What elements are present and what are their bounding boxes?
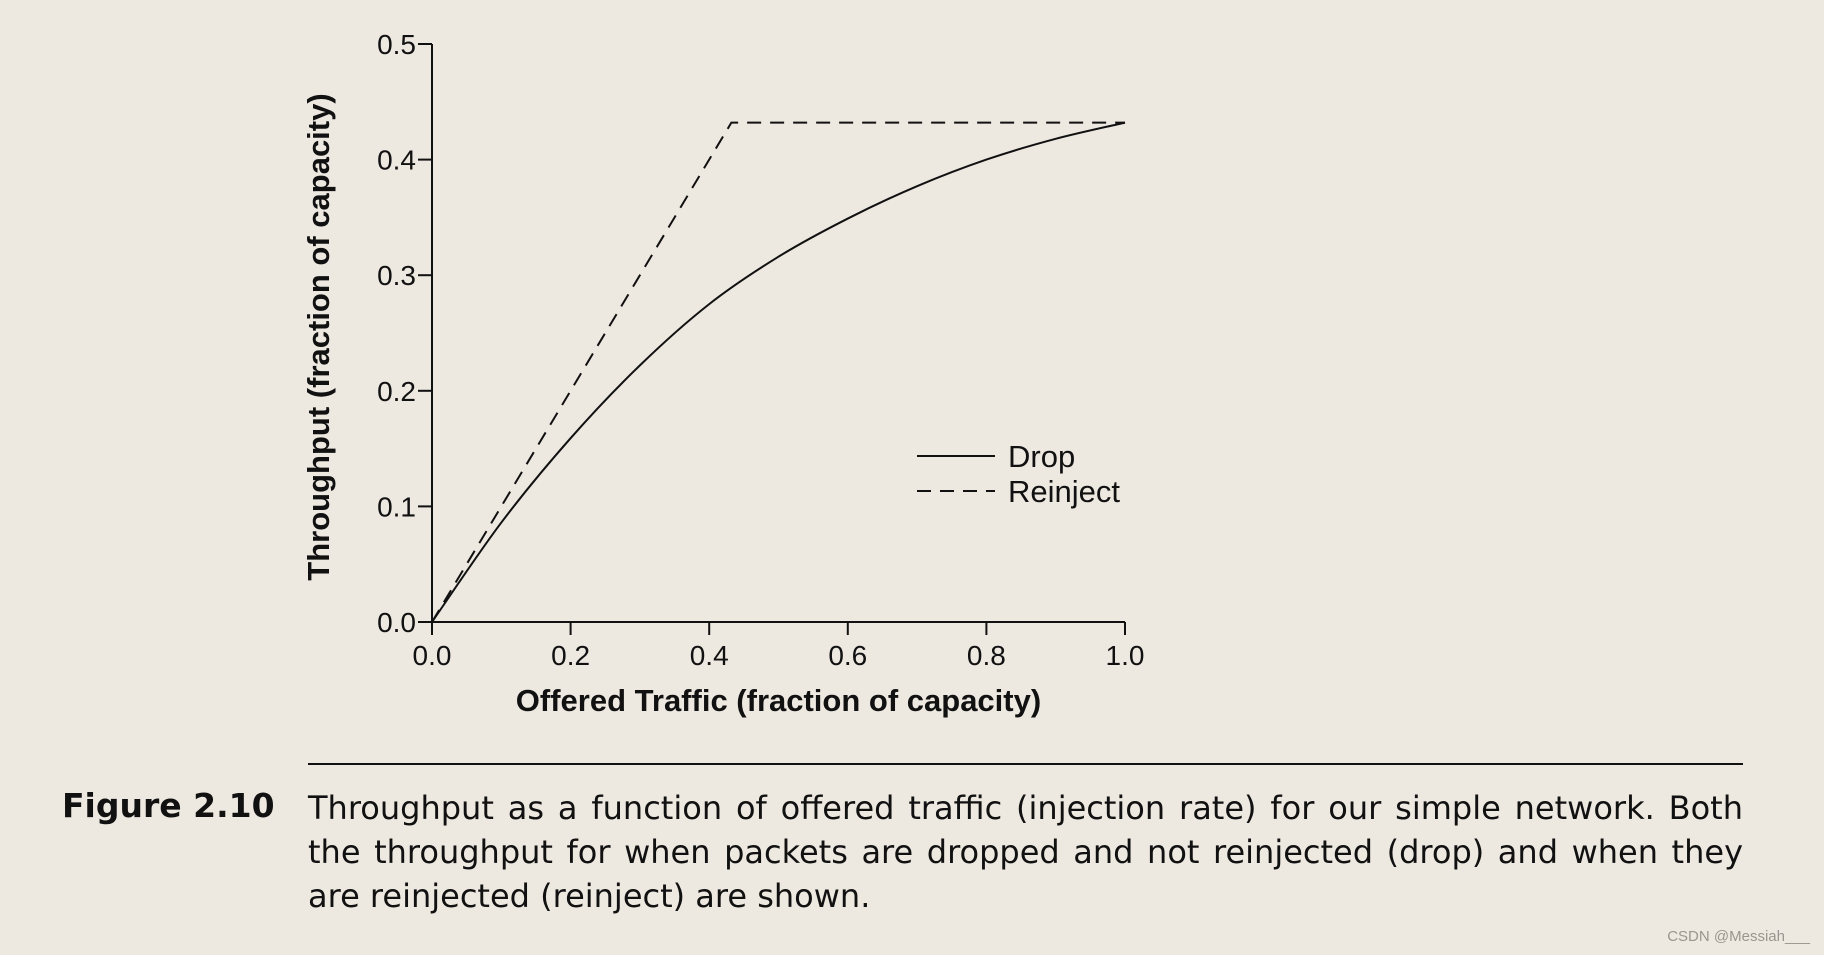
series-reinject-line — [431, 121, 1125, 623]
figure-label: Figure 2.10 — [62, 786, 275, 825]
figure-caption: Throughput as a function of offered traf… — [308, 789, 1743, 915]
y-tick-label: 0.2 — [377, 376, 416, 407]
x-tick-label: 0.0 — [413, 640, 452, 671]
legend-label-drop: Drop — [1008, 439, 1075, 474]
x-tick-label: 1.0 — [1106, 640, 1145, 671]
throughput-chart: 0.0 0.1 0.2 0.3 0.4 0.5 0.0 0.2 0.4 0.6 0.8 1.0 Dro… — [301, 29, 1144, 718]
y-tick-label: 0.4 — [377, 145, 416, 176]
y-tick-label: 0.1 — [377, 491, 416, 522]
watermark: CSDN @Messiah___ — [1667, 928, 1810, 945]
x-axis-title: Offered Traffic (fraction of capacity) — [516, 683, 1041, 718]
y-axis-title: Throughput (fraction of capacity) — [301, 93, 336, 580]
x-tick-label: 0.6 — [828, 640, 867, 671]
y-tick-label: 0.0 — [377, 607, 416, 638]
x-tick-label: 0.2 — [551, 640, 590, 671]
x-tick-label: 0.4 — [690, 640, 729, 671]
axes: 0.0 0.1 0.2 0.3 0.4 0.5 0.0 0.2 0.4 0.6 0.8 1.0 — [377, 29, 1144, 671]
series-layer — [431, 121, 1126, 623]
y-tick-label: 0.3 — [377, 260, 416, 291]
series-drop-line — [431, 121, 1126, 623]
caption-rule — [308, 763, 1743, 765]
x-tick-label: 0.8 — [967, 640, 1006, 671]
legend-label-reinject: Reinject — [1008, 474, 1120, 509]
y-tick-label: 0.5 — [377, 29, 416, 60]
